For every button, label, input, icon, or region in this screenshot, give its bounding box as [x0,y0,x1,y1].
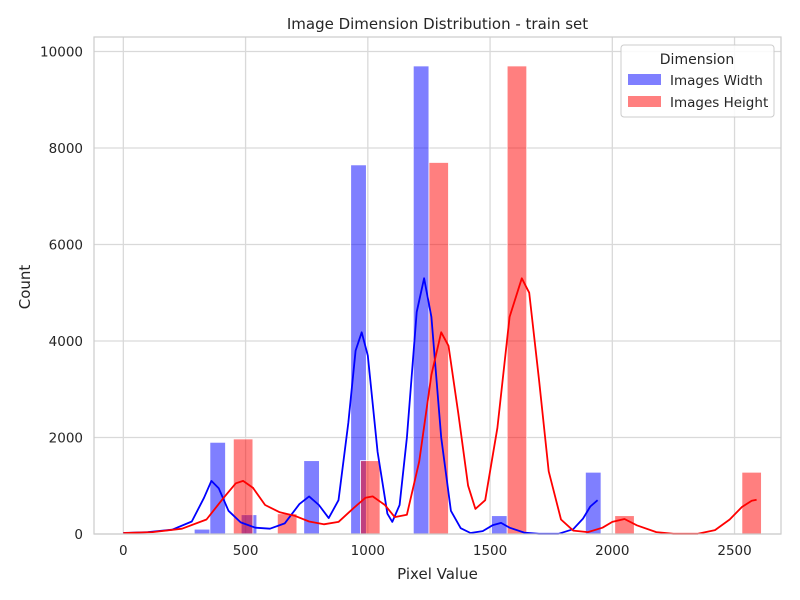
chart-title: Image Dimension Distribution - train set [287,15,588,33]
y-tick-label: 0 [74,527,83,543]
legend-swatch-width [628,74,661,85]
y-tick-label: 10000 [40,44,83,60]
y-axis-label: Count [16,265,34,310]
x-axis-label: Pixel Value [397,565,478,583]
y-tick-label: 6000 [49,237,83,253]
x-tick-label: 0 [119,543,128,559]
x-tick-label: 500 [233,543,259,559]
x-tick-label: 2000 [595,543,629,559]
histogram-bar-height [276,513,298,535]
legend-swatch-height [628,96,661,107]
histogram-bar-width [412,65,430,535]
y-tick-label: 4000 [49,334,83,350]
y-tick-label: 8000 [49,141,83,157]
legend-title: Dimension [660,52,734,68]
histogram-bar-height [506,65,528,535]
legend: Dimension Images Width Images Height [620,44,775,118]
x-tick-label: 1000 [351,543,385,559]
axis-ticks: 0 500 1000 1500 2000 2500 0 2000 4000 6000 8000 100… [40,44,752,559]
plot-frame [93,36,782,535]
kde-line-height [123,277,757,535]
kde-curves [123,277,757,535]
histogram-bar-height [741,471,762,535]
histogram-bar-width [193,528,211,535]
y-tick-label: 2000 [49,430,83,446]
histogram-bar-height [428,162,449,535]
x-tick-label: 2500 [717,543,751,559]
x-tick-label: 1500 [473,543,507,559]
legend-label-width: Images Width [670,73,763,89]
legend-label-height: Images Height [670,95,768,111]
kde-line-width [123,277,599,535]
